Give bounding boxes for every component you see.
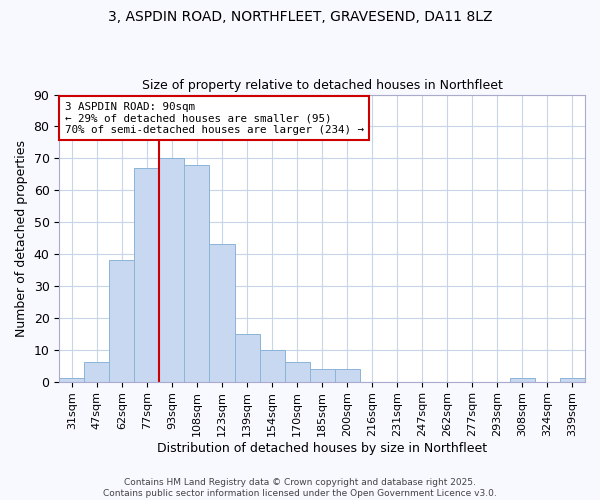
Y-axis label: Number of detached properties: Number of detached properties bbox=[15, 140, 28, 336]
Bar bbox=[235, 334, 260, 382]
Bar bbox=[160, 158, 184, 382]
Bar bbox=[284, 362, 310, 382]
X-axis label: Distribution of detached houses by size in Northfleet: Distribution of detached houses by size … bbox=[157, 442, 487, 455]
Title: Size of property relative to detached houses in Northfleet: Size of property relative to detached ho… bbox=[142, 79, 503, 92]
Bar bbox=[109, 260, 134, 382]
Bar bbox=[85, 362, 109, 382]
Bar bbox=[335, 369, 359, 382]
Text: 3 ASPDIN ROAD: 90sqm
← 29% of detached houses are smaller (95)
70% of semi-detac: 3 ASPDIN ROAD: 90sqm ← 29% of detached h… bbox=[65, 102, 364, 135]
Bar bbox=[209, 244, 235, 382]
Bar bbox=[59, 378, 85, 382]
Bar bbox=[260, 350, 284, 382]
Bar bbox=[134, 168, 160, 382]
Text: Contains HM Land Registry data © Crown copyright and database right 2025.
Contai: Contains HM Land Registry data © Crown c… bbox=[103, 478, 497, 498]
Text: 3, ASPDIN ROAD, NORTHFLEET, GRAVESEND, DA11 8LZ: 3, ASPDIN ROAD, NORTHFLEET, GRAVESEND, D… bbox=[108, 10, 492, 24]
Bar bbox=[310, 369, 335, 382]
Bar bbox=[560, 378, 585, 382]
Bar bbox=[184, 164, 209, 382]
Bar bbox=[510, 378, 535, 382]
